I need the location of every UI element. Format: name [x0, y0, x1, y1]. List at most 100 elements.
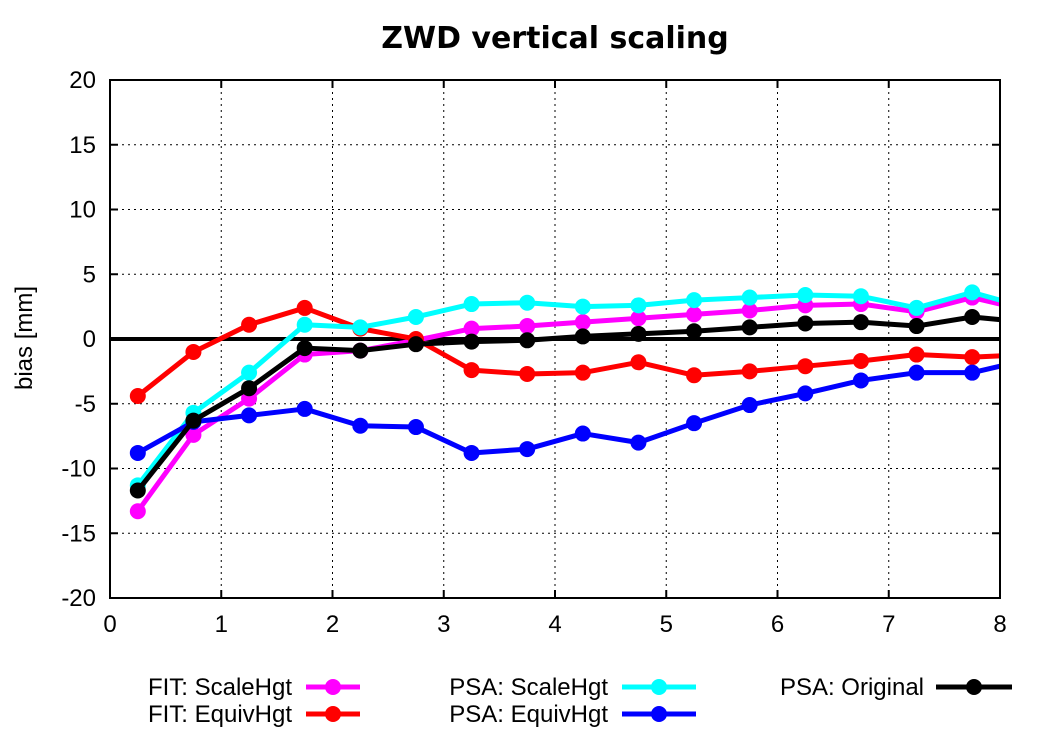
data-point: [964, 308, 981, 325]
data-point: [407, 336, 424, 353]
legend-swatch-point: [325, 706, 341, 722]
legend-entry: FIT: EquivHgt: [148, 701, 360, 728]
data-point: [908, 299, 925, 316]
data-point: [296, 400, 313, 417]
x-tick-label: 3: [437, 611, 450, 638]
data-point: [241, 407, 258, 424]
ticks: 0 1 2 3 4 5 6 7 8 -20 -15 -10 -5 0 5 10 15 20: [61, 67, 1006, 638]
y-tick-label: 5: [83, 261, 96, 288]
data-point: [352, 342, 369, 359]
data-point: [129, 503, 146, 520]
data-point: [185, 412, 202, 429]
legend-swatch-point: [651, 706, 667, 722]
data-point: [797, 286, 814, 303]
data-point: [741, 363, 758, 380]
data-point: [630, 310, 647, 327]
data-point: [686, 306, 703, 323]
series-line: [136, 363, 1001, 456]
legend-entry: PSA: EquivHgt: [449, 701, 696, 728]
series-4: [129, 308, 1001, 499]
data-point: [741, 319, 758, 336]
data-point: [241, 316, 258, 333]
series-line: [135, 295, 1001, 513]
data-point: [797, 385, 814, 402]
y-tick-label: -15: [61, 520, 96, 547]
series-1: [129, 299, 1001, 404]
y-axis-label: bias [mm]: [11, 286, 38, 390]
data-point: [741, 302, 758, 319]
data-point: [185, 343, 202, 360]
data-point: [574, 328, 591, 345]
x-tick-label: 5: [660, 611, 673, 638]
data-point: [352, 417, 369, 434]
data-point: [741, 397, 758, 414]
x-tick-label: 2: [326, 611, 339, 638]
data-point: [852, 314, 869, 331]
data-point: [797, 315, 814, 332]
series-group: [129, 284, 1001, 520]
data-point: [129, 387, 146, 404]
data-point: [630, 434, 647, 451]
legend-entry: PSA: ScaleHgt: [449, 674, 696, 701]
data-point: [407, 419, 424, 436]
data-point: [519, 318, 536, 335]
data-point: [964, 284, 981, 301]
data-point: [463, 444, 480, 461]
data-point: [686, 292, 703, 309]
data-point: [463, 333, 480, 350]
x-tick-label: 8: [993, 611, 1006, 638]
series-2: [129, 284, 1001, 494]
data-point: [686, 367, 703, 384]
legend-label: PSA: Original: [780, 674, 924, 701]
data-point: [463, 296, 480, 313]
y-tick-label: -5: [75, 391, 96, 418]
x-tick-label: 0: [103, 611, 116, 638]
x-tick-label: 1: [215, 611, 228, 638]
data-point: [741, 289, 758, 306]
data-point: [241, 380, 258, 397]
data-point: [519, 294, 536, 311]
data-point: [574, 314, 591, 331]
x-tick-label: 7: [882, 611, 895, 638]
legend-swatch-point: [325, 679, 341, 695]
data-point: [908, 318, 925, 335]
data-point: [964, 349, 981, 366]
y-tick-label: -10: [61, 456, 96, 483]
data-point: [296, 340, 313, 357]
data-point: [296, 299, 313, 316]
data-point: [296, 316, 313, 333]
data-point: [407, 308, 424, 325]
y-tick-label: 0: [83, 326, 96, 353]
data-point: [630, 354, 647, 371]
y-tick-label: 20: [69, 67, 96, 94]
data-point: [852, 372, 869, 389]
data-point: [519, 332, 536, 349]
data-point: [241, 364, 258, 381]
data-point: [630, 325, 647, 342]
data-point: [352, 319, 369, 336]
data-point: [797, 358, 814, 375]
data-point: [185, 426, 202, 443]
data-point: [852, 288, 869, 305]
y-tick-label: 10: [69, 197, 96, 224]
x-tick-label: 6: [771, 611, 784, 638]
legend-label: FIT: ScaleHgt: [148, 674, 292, 701]
y-tick-label: 15: [69, 132, 96, 159]
data-point: [129, 482, 146, 499]
x-tick-label: 4: [548, 611, 561, 638]
data-point: [908, 346, 925, 363]
data-point: [630, 297, 647, 314]
data-point: [574, 425, 591, 442]
data-point: [574, 298, 591, 315]
chart-title: ZWD vertical scaling: [381, 21, 729, 56]
data-point: [129, 444, 146, 461]
legend-swatch-point: [651, 679, 667, 695]
data-point: [908, 364, 925, 381]
data-point: [463, 320, 480, 337]
data-point: [686, 323, 703, 340]
data-point: [519, 441, 536, 458]
data-point: [686, 415, 703, 432]
legend-label: PSA: EquivHgt: [449, 701, 608, 728]
